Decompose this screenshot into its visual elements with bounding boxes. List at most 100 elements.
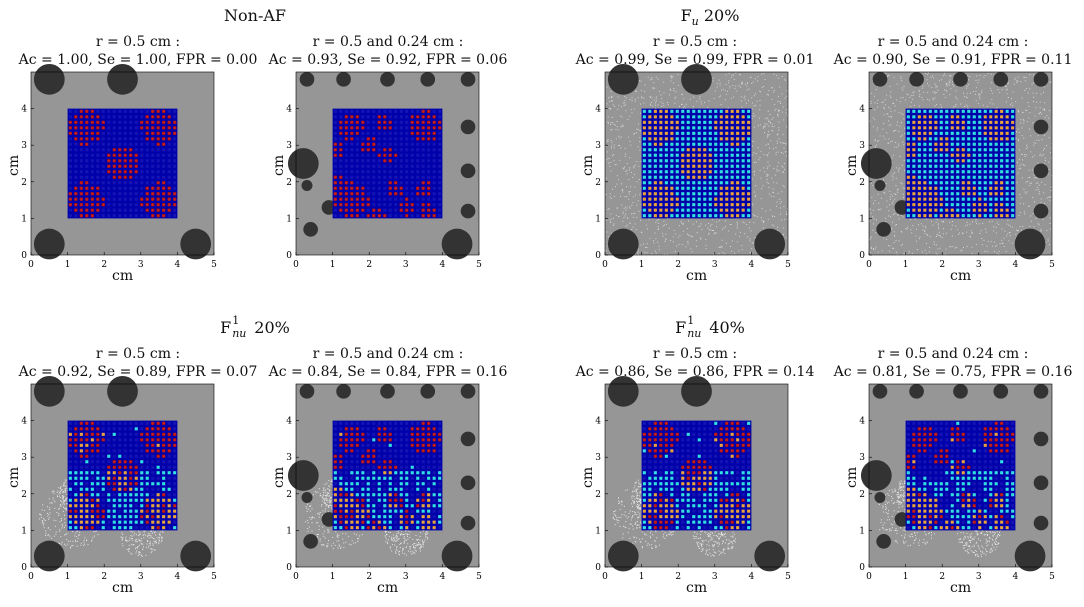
electrode-cell: [708, 186, 712, 190]
noise-dot: [896, 83, 898, 85]
electrode-cell: [961, 181, 965, 185]
electrode-cell: [741, 131, 745, 135]
noise-dot: [1029, 182, 1031, 184]
electrode-cell: [167, 142, 171, 146]
electrode-cell: [945, 153, 949, 157]
af-point: [101, 203, 105, 207]
noise-dot: [945, 232, 947, 234]
noise-dot: [1015, 138, 1017, 140]
af-point: [74, 120, 78, 124]
electrode-cell: [361, 170, 365, 174]
electrode-cell: [366, 181, 370, 185]
electrode-cell: [736, 170, 740, 174]
electrode-cell: [96, 164, 100, 168]
electrode-cell: [989, 192, 993, 196]
y-tick-label: 2: [859, 178, 865, 188]
electrode-cell: [399, 142, 403, 146]
electrode-cell: [1011, 197, 1015, 201]
noise-dot: [606, 177, 607, 179]
noise-dot: [911, 252, 913, 254]
noise-dot: [612, 224, 614, 226]
electrode-cell: [653, 148, 657, 152]
electrode-cell: [939, 148, 943, 152]
noise-dot: [634, 223, 636, 225]
electrode-cell: [923, 126, 927, 130]
noise-dot: [611, 145, 613, 147]
noise-dot: [921, 97, 923, 98]
noise-dot: [978, 94, 980, 96]
noise-dot: [934, 91, 936, 93]
noise-dot: [898, 130, 900, 132]
noise-dot: [772, 188, 774, 190]
noise-dot: [69, 540, 71, 542]
noise-dot: [763, 220, 764, 222]
noise-dot: [902, 89, 904, 91]
af-point: [366, 148, 370, 152]
electrode-cell: [983, 109, 987, 113]
noise-dot: [912, 225, 914, 226]
electrode-cell: [681, 153, 685, 157]
electrode-cell: [167, 170, 171, 174]
electrode-cell: [173, 109, 177, 113]
noise-dot: [758, 117, 760, 119]
electrode-cell: [112, 197, 116, 201]
noise-dot: [729, 224, 731, 225]
noise-dot: [43, 527, 45, 529]
noise-dot: [622, 167, 624, 169]
noise-dot: [902, 141, 904, 143]
electrode-cell: [355, 159, 359, 163]
electrode-cell: [642, 109, 646, 113]
noise-dot: [1002, 242, 1004, 244]
obstacle-disc: [460, 203, 476, 219]
af-point: [74, 192, 78, 196]
electrode-cell: [388, 115, 392, 119]
electrode-cell: [1005, 153, 1009, 157]
noise-dot: [749, 221, 750, 223]
electrode-cell: [989, 175, 993, 179]
af-point: [427, 109, 431, 113]
noise-dot: [1029, 112, 1031, 114]
noise-dot: [692, 106, 694, 107]
electrode-cell: [438, 170, 442, 174]
noise-dot: [718, 96, 720, 98]
af-point: [438, 126, 442, 130]
noise-dot: [902, 216, 904, 218]
electrode-cell: [664, 214, 668, 218]
noise-dot: [40, 517, 42, 518]
noise-dot: [761, 188, 762, 190]
electrode-cell: [917, 175, 921, 179]
noise-dot: [901, 134, 903, 136]
electrode-cell: [708, 137, 712, 141]
electrode-cell: [928, 142, 932, 146]
noise-dot: [732, 85, 734, 86]
electrode-cell: [405, 153, 409, 157]
noise-dot: [767, 174, 769, 176]
electrode-cell: [129, 131, 133, 135]
af-point: [344, 197, 348, 201]
electrode-cell: [653, 120, 657, 124]
electrode-cell: [983, 192, 987, 196]
noise-dot: [605, 250, 607, 252]
electrode-cell: [906, 137, 910, 141]
noise-dot: [870, 246, 872, 248]
noise-dot: [781, 219, 783, 221]
electrode-cell: [432, 159, 436, 163]
noise-dot: [749, 240, 751, 242]
electrode-cell: [648, 148, 652, 152]
noise-dot: [683, 107, 684, 109]
y-tick-label: 4: [286, 105, 292, 115]
electrode-cell: [697, 192, 701, 196]
electrode-cell: [730, 164, 734, 168]
af-point: [90, 214, 94, 218]
noise-dot: [889, 245, 891, 247]
obstacle-disc: [1033, 163, 1049, 179]
af-point: [74, 115, 78, 119]
electrode-cell: [961, 170, 965, 174]
noise-dot: [876, 219, 877, 221]
noise-dot: [755, 161, 757, 163]
noise-dot: [784, 97, 786, 99]
electrode-cell: [912, 208, 916, 212]
noise-dot: [873, 223, 874, 225]
noise-dot: [625, 225, 627, 227]
noise-dot: [895, 194, 897, 195]
